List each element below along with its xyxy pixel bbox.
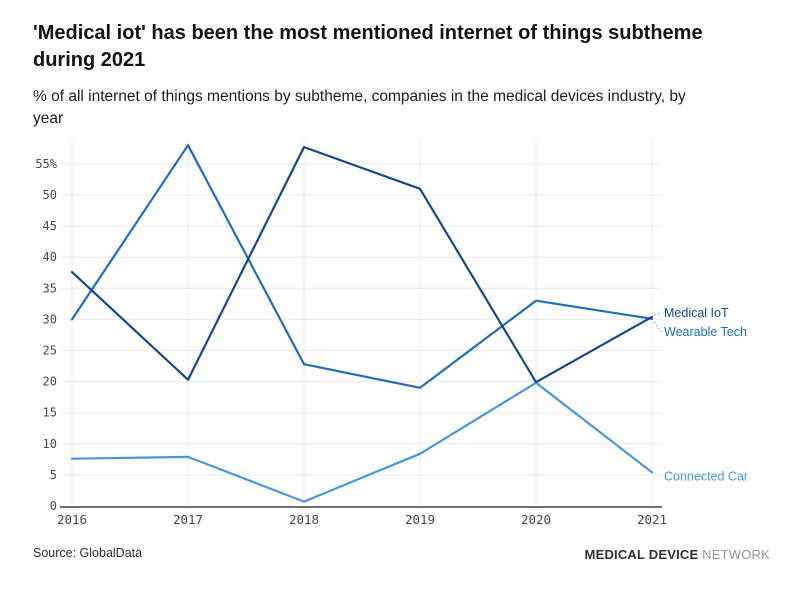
- chart-subtitle: % of all internet of things mentions by …: [33, 88, 686, 127]
- series-label-wearable-tech: Wearable Tech: [664, 325, 747, 339]
- y-tick-label: 55%: [35, 157, 57, 171]
- y-tick-label: 45: [43, 219, 57, 233]
- chart-title: 'Medical iot' has been the most mentione…: [33, 22, 703, 71]
- y-tick-label: 5: [50, 468, 57, 482]
- x-tick-label: 2019: [405, 512, 435, 527]
- x-tick-label: 2017: [173, 512, 203, 527]
- leader-line-medical-iot: [653, 312, 662, 316]
- x-tick-label: 2016: [57, 512, 87, 527]
- series-line-connected-car: [70, 381, 654, 503]
- y-tick-label: 20: [43, 375, 57, 389]
- series-label-connected-car: Connected Car: [664, 469, 748, 483]
- brand-secondary-text: NETWORK: [702, 547, 770, 562]
- brand-primary-text: MEDICAL DEVICE: [584, 547, 699, 562]
- x-tick-label: 2020: [521, 512, 551, 527]
- y-tick-label: 0: [50, 499, 57, 513]
- leader-line-wearable-tech: [653, 321, 662, 333]
- source-note: Source: GlobalData: [33, 546, 143, 560]
- x-tick-label: 2021: [637, 512, 667, 527]
- y-tick-label: 35: [43, 281, 57, 295]
- y-tick-label: 25: [43, 344, 57, 358]
- x-tick-label: 2018: [289, 512, 319, 527]
- series-line-wearable-tech: [70, 144, 654, 389]
- y-tick-label: 50: [43, 188, 57, 202]
- series-line-medical-iot: [70, 146, 654, 384]
- series-label-medical-iot: Medical IoT: [664, 306, 729, 320]
- y-tick-label: 40: [43, 250, 57, 264]
- y-tick-label: 30: [43, 312, 57, 326]
- y-tick-label: 15: [43, 406, 57, 420]
- y-tick-label: 10: [43, 437, 57, 451]
- brand-logo: MEDICAL DEVICE NETWORK: [585, 547, 770, 562]
